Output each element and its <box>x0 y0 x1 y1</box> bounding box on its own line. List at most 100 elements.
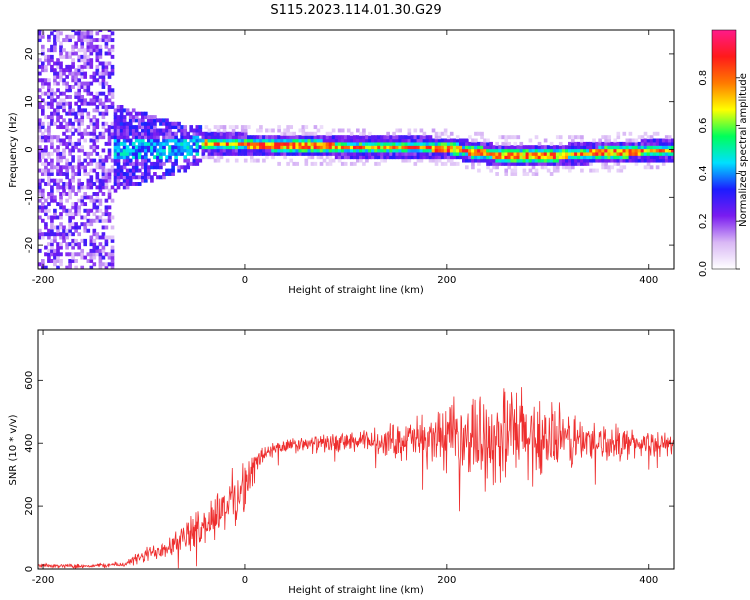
spectrogram-cell <box>555 168 560 173</box>
spectrogram-cell <box>243 158 248 163</box>
spectrogram-cell <box>510 145 515 150</box>
spectrogram-cell <box>89 182 94 186</box>
spectrogram-y-tick-label: -20 <box>24 237 35 253</box>
spectrogram-cell <box>201 145 206 150</box>
spectrogram-cell <box>604 151 608 156</box>
spectrogram-cell <box>113 125 118 130</box>
spectrogram-cell <box>459 155 463 160</box>
spectrogram-cell <box>125 161 130 166</box>
spectrogram-cell <box>601 158 605 163</box>
spectrogram-cell <box>277 135 281 140</box>
spectrogram-cell <box>95 232 100 237</box>
spectrogram-cell <box>283 148 287 153</box>
spectrogram-cell <box>83 108 88 113</box>
spectrogram-cell <box>153 118 157 123</box>
spectrogram-cell <box>601 135 605 140</box>
spectrogram-cell <box>110 262 115 267</box>
spectrogram-cell <box>555 151 560 156</box>
spectrogram-cell <box>83 172 88 176</box>
spectrogram-cell <box>480 158 484 163</box>
spectrogram-cell <box>304 148 309 153</box>
spectrogram-cell <box>568 158 572 163</box>
spectrogram-cell <box>540 161 545 166</box>
spectrogram-cell <box>304 151 309 156</box>
spectrogram-cell <box>150 175 154 180</box>
spectrogram-cell <box>89 121 94 126</box>
spectrogram-cell <box>552 148 557 153</box>
spectrogram-cell <box>425 148 430 153</box>
spectrogram-cell <box>316 128 321 133</box>
spectrogram-cell <box>80 31 85 36</box>
spectrogram-cell <box>131 172 136 176</box>
spectrogram-cell <box>62 91 66 96</box>
spectrogram-cell <box>628 155 633 160</box>
spectrogram-cell <box>47 131 51 136</box>
spectrogram-cell <box>543 161 548 166</box>
spectrogram-cell <box>104 105 109 109</box>
spectrogram-cell <box>83 51 88 56</box>
spectrogram-cell <box>340 135 345 140</box>
spectrogram-cell <box>101 262 106 267</box>
spectrogram-cell <box>446 138 451 143</box>
spectrogram-cell <box>459 141 463 146</box>
spectrogram-cell <box>89 238 94 243</box>
spectrogram-cell <box>331 158 336 163</box>
spectrogram-cell <box>156 155 160 160</box>
spectrogram-cell <box>359 155 363 160</box>
spectrogram-cell <box>83 64 88 69</box>
spectrogram-cell <box>637 158 642 163</box>
spectrogram-cell <box>580 135 584 140</box>
spectrogram-cell <box>77 165 82 170</box>
spectrogram-cell <box>150 151 154 156</box>
spectrogram-cell <box>101 131 106 136</box>
spectrogram-cell <box>68 195 72 200</box>
spectrogram-cell <box>634 141 639 146</box>
spectrogram-cell <box>50 232 54 237</box>
colorbar-tick-label: 0.6 <box>698 118 709 134</box>
spectrogram-cell <box>95 138 100 143</box>
spectrogram-cell <box>455 161 460 166</box>
spectrogram-cell <box>228 125 233 130</box>
spectrogram-cell <box>74 101 78 106</box>
spectrogram-cell <box>107 128 112 133</box>
spectrogram-cell <box>83 158 88 163</box>
spectrogram-cell <box>89 58 94 63</box>
spectrogram-cell <box>89 48 94 53</box>
spectrogram-cell <box>174 121 178 126</box>
spectrogram-cell <box>56 64 60 69</box>
spectrogram-cell <box>589 141 593 146</box>
spectrogram-cell <box>47 128 51 133</box>
spectrogram-cell <box>80 161 85 166</box>
spectrogram-cell <box>104 81 109 86</box>
spectrogram-cell <box>68 34 72 39</box>
spectrogram-cell <box>655 165 660 170</box>
spectrogram-cell <box>613 141 618 146</box>
spectrogram-cell <box>628 148 633 153</box>
spectrogram-cell <box>301 151 306 156</box>
spectrogram-cell <box>101 161 106 166</box>
spectrogram-cell <box>83 238 88 243</box>
spectrogram-cell <box>71 242 75 247</box>
spectrogram-cell <box>243 141 248 146</box>
spectrogram-cell <box>192 155 197 160</box>
spectrogram-cell <box>68 262 72 267</box>
spectrogram-cell <box>349 138 354 143</box>
spectrogram-cell <box>631 148 636 153</box>
spectrogram-cell <box>147 118 151 123</box>
spectrogram-cell <box>141 165 145 170</box>
spectrogram-cell <box>519 151 524 156</box>
spectrogram-cell <box>122 175 127 180</box>
spectrogram-cell <box>549 161 554 166</box>
spectrogram-cells <box>38 30 674 269</box>
spectrogram-cell <box>192 141 197 146</box>
spectrogram-cell <box>574 151 578 156</box>
spectrogram-cell <box>477 145 481 150</box>
spectrogram-cell <box>607 158 612 163</box>
spectrogram-cell <box>83 151 88 156</box>
spectrogram-cell <box>298 151 303 156</box>
spectrogram-cell <box>92 145 97 150</box>
spectrogram-cell <box>150 125 154 130</box>
spectrogram-cell <box>104 61 109 66</box>
spectrogram-cell <box>480 155 484 160</box>
spectrogram-cell <box>398 155 403 160</box>
